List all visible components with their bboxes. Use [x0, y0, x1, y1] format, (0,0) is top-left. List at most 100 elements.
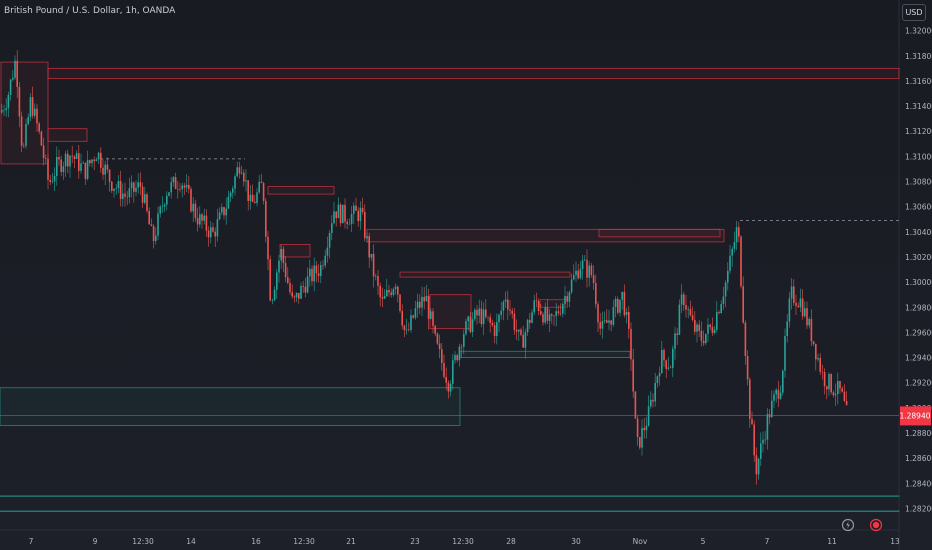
candle-body	[390, 292, 392, 295]
x-tick-label: 30	[571, 537, 581, 546]
y-tick-label: 1.29600	[905, 328, 932, 337]
candle-body	[104, 164, 106, 175]
candle-body	[762, 439, 764, 444]
candle-body	[309, 268, 311, 277]
candle-body	[254, 201, 256, 203]
candle-body	[25, 123, 27, 146]
candle-body	[702, 340, 705, 344]
candle-body	[148, 210, 150, 225]
candle-body	[392, 289, 395, 295]
candle-body	[100, 152, 102, 168]
candle-body	[828, 374, 830, 390]
candle-body	[526, 319, 529, 333]
candle-body	[280, 249, 282, 261]
candle-body	[606, 320, 608, 323]
candle-body	[599, 322, 601, 329]
candle-body	[243, 172, 245, 182]
candle-body	[744, 322, 747, 357]
candle-body	[535, 300, 538, 302]
candle-body	[214, 231, 216, 237]
candle-body	[16, 60, 18, 87]
candle-body	[419, 301, 421, 308]
candle-body	[328, 232, 331, 248]
record-icon[interactable]	[869, 518, 883, 532]
candle-body	[12, 77, 14, 80]
candle-body	[223, 207, 225, 216]
candle-body	[71, 155, 73, 157]
candle-body	[555, 311, 557, 316]
candle-body	[111, 181, 113, 191]
candle-body	[614, 298, 617, 307]
candle-body	[122, 193, 124, 200]
candle-body	[315, 265, 318, 274]
candle-body	[137, 182, 139, 188]
candle-body	[845, 400, 848, 406]
candle-body	[36, 108, 38, 124]
candle-body	[456, 355, 458, 361]
candle-body	[260, 181, 263, 184]
y-tick-label: 1.30400	[905, 228, 932, 237]
candle-body	[696, 324, 698, 332]
candle-body	[720, 303, 722, 314]
candle-body	[75, 153, 78, 160]
candle-body	[656, 376, 659, 383]
supply-demand-zone	[0, 387, 461, 426]
currency-button[interactable]: USD	[902, 4, 926, 21]
candle-body	[130, 182, 133, 189]
candle-body	[106, 164, 109, 170]
candle-body	[251, 194, 254, 202]
candle-body	[771, 400, 773, 418]
candle-body	[740, 236, 742, 287]
candle-body	[89, 160, 91, 164]
supply-demand-zone	[539, 299, 566, 308]
candle-body	[801, 298, 804, 317]
candle-body	[540, 311, 542, 315]
candle-body	[379, 285, 381, 298]
candle-body	[441, 349, 443, 363]
x-tick-label: 28	[506, 537, 516, 546]
candle-body	[458, 346, 461, 361]
y-tick-label: 1.30000	[905, 278, 932, 287]
candle-body	[157, 213, 159, 236]
candle-body	[520, 329, 522, 335]
candle-body	[667, 367, 670, 369]
candle-body	[225, 208, 227, 216]
candle-body	[412, 315, 414, 318]
supply-demand-zone	[47, 67, 900, 79]
candle-body	[480, 308, 483, 325]
candle-body	[152, 226, 155, 242]
candle-body	[188, 184, 190, 189]
candle-body	[471, 319, 474, 333]
candle-body	[295, 292, 298, 298]
candle-body	[562, 303, 564, 314]
chart-title: British Pound / U.S. Dollar, 1h, OANDA	[4, 6, 176, 16]
candle-body	[333, 211, 335, 224]
replay-icon[interactable]	[841, 518, 855, 532]
candle-body	[159, 206, 161, 214]
candle-body	[474, 309, 476, 320]
candle-body	[806, 308, 808, 326]
candle-body	[779, 392, 782, 399]
candle-body	[823, 372, 826, 387]
candle-body	[738, 227, 740, 237]
supply-demand-zone	[459, 350, 631, 358]
candle-body	[139, 182, 142, 187]
candle-body	[531, 312, 533, 323]
candle-body	[570, 279, 573, 293]
candle-body	[625, 311, 628, 316]
x-tick-label: 14	[186, 537, 196, 546]
candle-body	[7, 94, 10, 109]
candle-body	[185, 184, 188, 188]
candle-body	[366, 236, 368, 239]
candle-body	[271, 300, 274, 301]
candle-body	[38, 123, 40, 132]
candle-body	[687, 309, 689, 310]
candle-body	[196, 217, 199, 225]
x-tick-label: 9	[93, 537, 98, 546]
candle-body	[502, 301, 505, 311]
x-tick-label: 12:30	[132, 537, 154, 546]
candle-body	[399, 294, 401, 311]
candle-body	[84, 162, 87, 179]
